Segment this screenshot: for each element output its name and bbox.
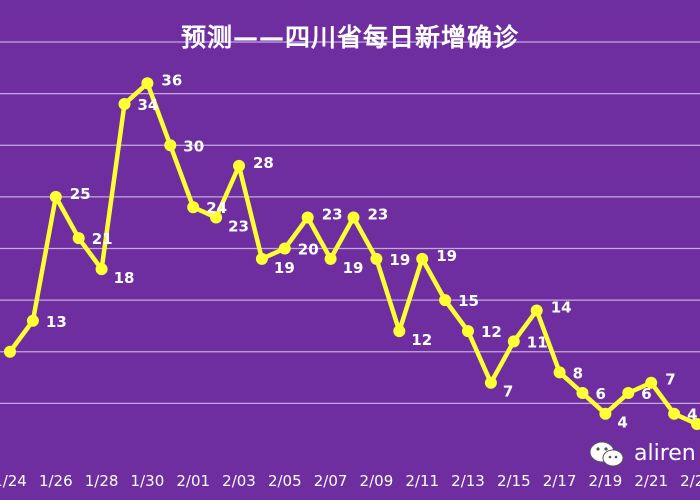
data-label: 23 <box>368 206 389 224</box>
series-line <box>4 77 700 431</box>
data-point <box>324 252 337 265</box>
x-tick-label: 2/05 <box>268 472 302 490</box>
data-point <box>4 345 16 358</box>
data-label: 14 <box>551 298 572 316</box>
data-label: 19 <box>274 259 295 277</box>
wechat-icon <box>589 441 624 467</box>
data-point <box>49 190 62 203</box>
data-point <box>187 201 200 214</box>
data-label: 24 <box>206 199 227 217</box>
data-point <box>530 304 543 317</box>
data-point <box>668 407 681 420</box>
data-point <box>576 387 589 400</box>
data-point <box>370 252 383 265</box>
data-label: 19 <box>436 247 457 265</box>
data-point <box>484 376 497 389</box>
data-point <box>599 407 612 420</box>
data-labels: 1325211834363024232819202319231912191512… <box>46 71 698 431</box>
data-point <box>691 418 700 431</box>
data-point <box>141 77 154 90</box>
data-point <box>553 366 566 379</box>
data-label: 12 <box>411 331 432 349</box>
data-label: 15 <box>458 292 479 310</box>
data-label: 25 <box>70 185 91 203</box>
data-label: 11 <box>527 333 548 351</box>
watermark: aliren <box>587 436 700 472</box>
data-point <box>301 211 314 224</box>
data-label: 8 <box>573 364 583 382</box>
x-tick-label: 2/07 <box>314 472 348 490</box>
data-label: 28 <box>253 154 274 172</box>
x-tick-label: 2/13 <box>451 472 485 490</box>
x-tick-label: 1/24 <box>0 472 27 490</box>
x-tick-label: 2/17 <box>543 472 577 490</box>
x-tick-label: 1/26 <box>39 472 73 490</box>
x-tick-label: 2/21 <box>634 472 668 490</box>
data-point <box>164 139 177 152</box>
data-point <box>462 325 474 338</box>
data-point <box>347 211 360 224</box>
watermark-text: aliren <box>634 441 696 466</box>
data-label: 34 <box>138 96 159 114</box>
data-label: 4 <box>687 406 697 424</box>
data-point <box>416 252 429 265</box>
data-label: 30 <box>183 137 204 155</box>
data-label: 18 <box>114 269 135 287</box>
x-tick-label: 2/03 <box>222 472 256 490</box>
data-point <box>645 376 658 389</box>
data-label: 12 <box>481 323 502 341</box>
x-tick-label: 2/15 <box>497 472 531 490</box>
data-point <box>95 263 108 276</box>
data-label: 20 <box>298 241 319 259</box>
data-point <box>210 211 223 224</box>
data-label: 4 <box>617 414 627 432</box>
x-tick-label: 2/23 <box>680 472 700 490</box>
data-point <box>233 159 245 172</box>
x-tick-label: 2/01 <box>176 472 210 490</box>
x-tick-label: 2/11 <box>405 472 439 490</box>
data-point <box>72 232 85 245</box>
x-axis-ticks: 1/24 1/26 1/28 1/30 2/01 2/03 2/05 2/07 2/09 2/11… <box>0 472 700 490</box>
data-point <box>622 387 635 400</box>
x-tick-label: 1/28 <box>85 472 119 490</box>
chart-title: 预测——四川省每日新增确诊 <box>180 23 519 52</box>
data-point <box>26 314 39 327</box>
data-point <box>255 252 268 265</box>
data-label: 6 <box>641 385 651 403</box>
data-label: 23 <box>228 218 249 236</box>
data-label: 6 <box>596 385 606 403</box>
data-point <box>507 335 520 348</box>
x-tick-label: 1/30 <box>131 472 165 490</box>
data-label: 23 <box>322 206 343 224</box>
data-label: 21 <box>92 230 113 248</box>
data-point <box>439 294 452 307</box>
data-label: 13 <box>46 313 67 331</box>
data-point <box>393 325 406 338</box>
data-label: 7 <box>503 383 513 401</box>
data-label: 36 <box>161 71 182 89</box>
data-label: 7 <box>665 371 675 389</box>
data-label: 19 <box>343 259 364 277</box>
data-point <box>278 242 291 255</box>
series-polyline <box>8 81 698 427</box>
x-tick-label: 2/19 <box>589 472 623 490</box>
data-label: 19 <box>389 251 410 269</box>
x-tick-label: 2/09 <box>360 472 394 490</box>
data-point <box>118 97 131 110</box>
